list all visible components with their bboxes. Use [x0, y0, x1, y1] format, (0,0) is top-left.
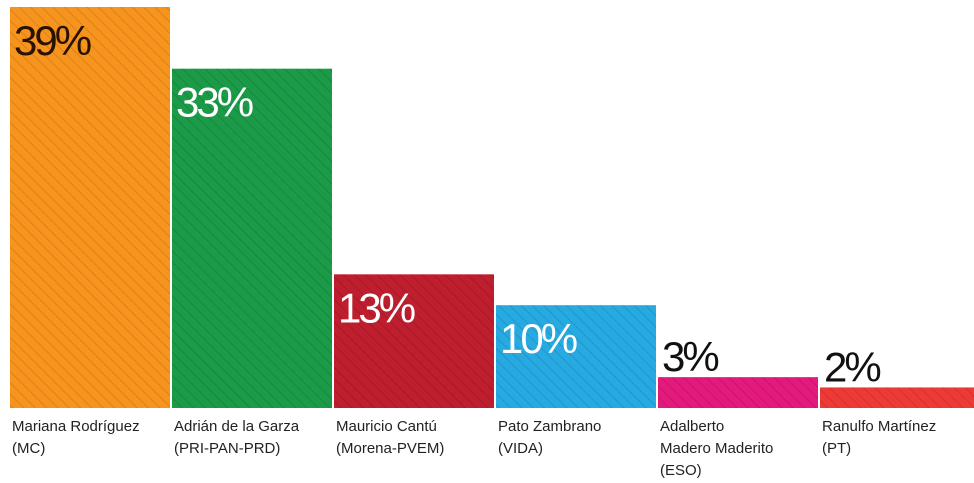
category-line: (MC) [12, 440, 46, 457]
bar-hatch [10, 7, 170, 408]
category-line: Mauricio Cantú [336, 418, 437, 435]
category-line: Madero Maderito [660, 440, 774, 457]
category-line: Adalberto [660, 418, 725, 435]
value-label: 3% [662, 333, 718, 380]
category-label: Mauricio Cantú (Morena-PVEM) [336, 416, 444, 460]
bar-hatch [496, 305, 656, 408]
category-line: Adrián de la Garza [174, 418, 300, 435]
category-line: (PT) [822, 440, 852, 457]
category-label: Ranulfo Martínez (PT) [822, 416, 936, 460]
category-label: Mariana Rodríguez (MC) [12, 416, 140, 460]
value-label: 33% [176, 79, 253, 126]
value-label: 10% [500, 315, 577, 362]
category-line: (ESO) [660, 462, 702, 479]
category-line: (PRI-PAN-PRD) [174, 440, 281, 457]
value-label: 13% [338, 284, 415, 331]
bar-hatch [658, 377, 818, 408]
category-line: Pato Zambrano [498, 418, 602, 435]
category-line: Ranulfo Martínez [822, 418, 937, 435]
category-line: (Morena-PVEM) [336, 440, 445, 457]
category-line: (VIDA) [498, 440, 543, 457]
category-line: Mariana Rodríguez [12, 418, 140, 435]
value-label: 39% [14, 17, 91, 64]
bar-hatch [820, 387, 974, 408]
bar-hatch [334, 274, 494, 408]
category-label: Pato Zambrano (VIDA) [498, 416, 601, 460]
category-label: Adalberto Madero Maderito (ESO) [660, 416, 773, 482]
value-label: 2% [824, 343, 880, 390]
category-label: Adrián de la Garza (PRI-PAN-PRD) [174, 416, 299, 460]
bar-hatch [172, 68, 332, 408]
